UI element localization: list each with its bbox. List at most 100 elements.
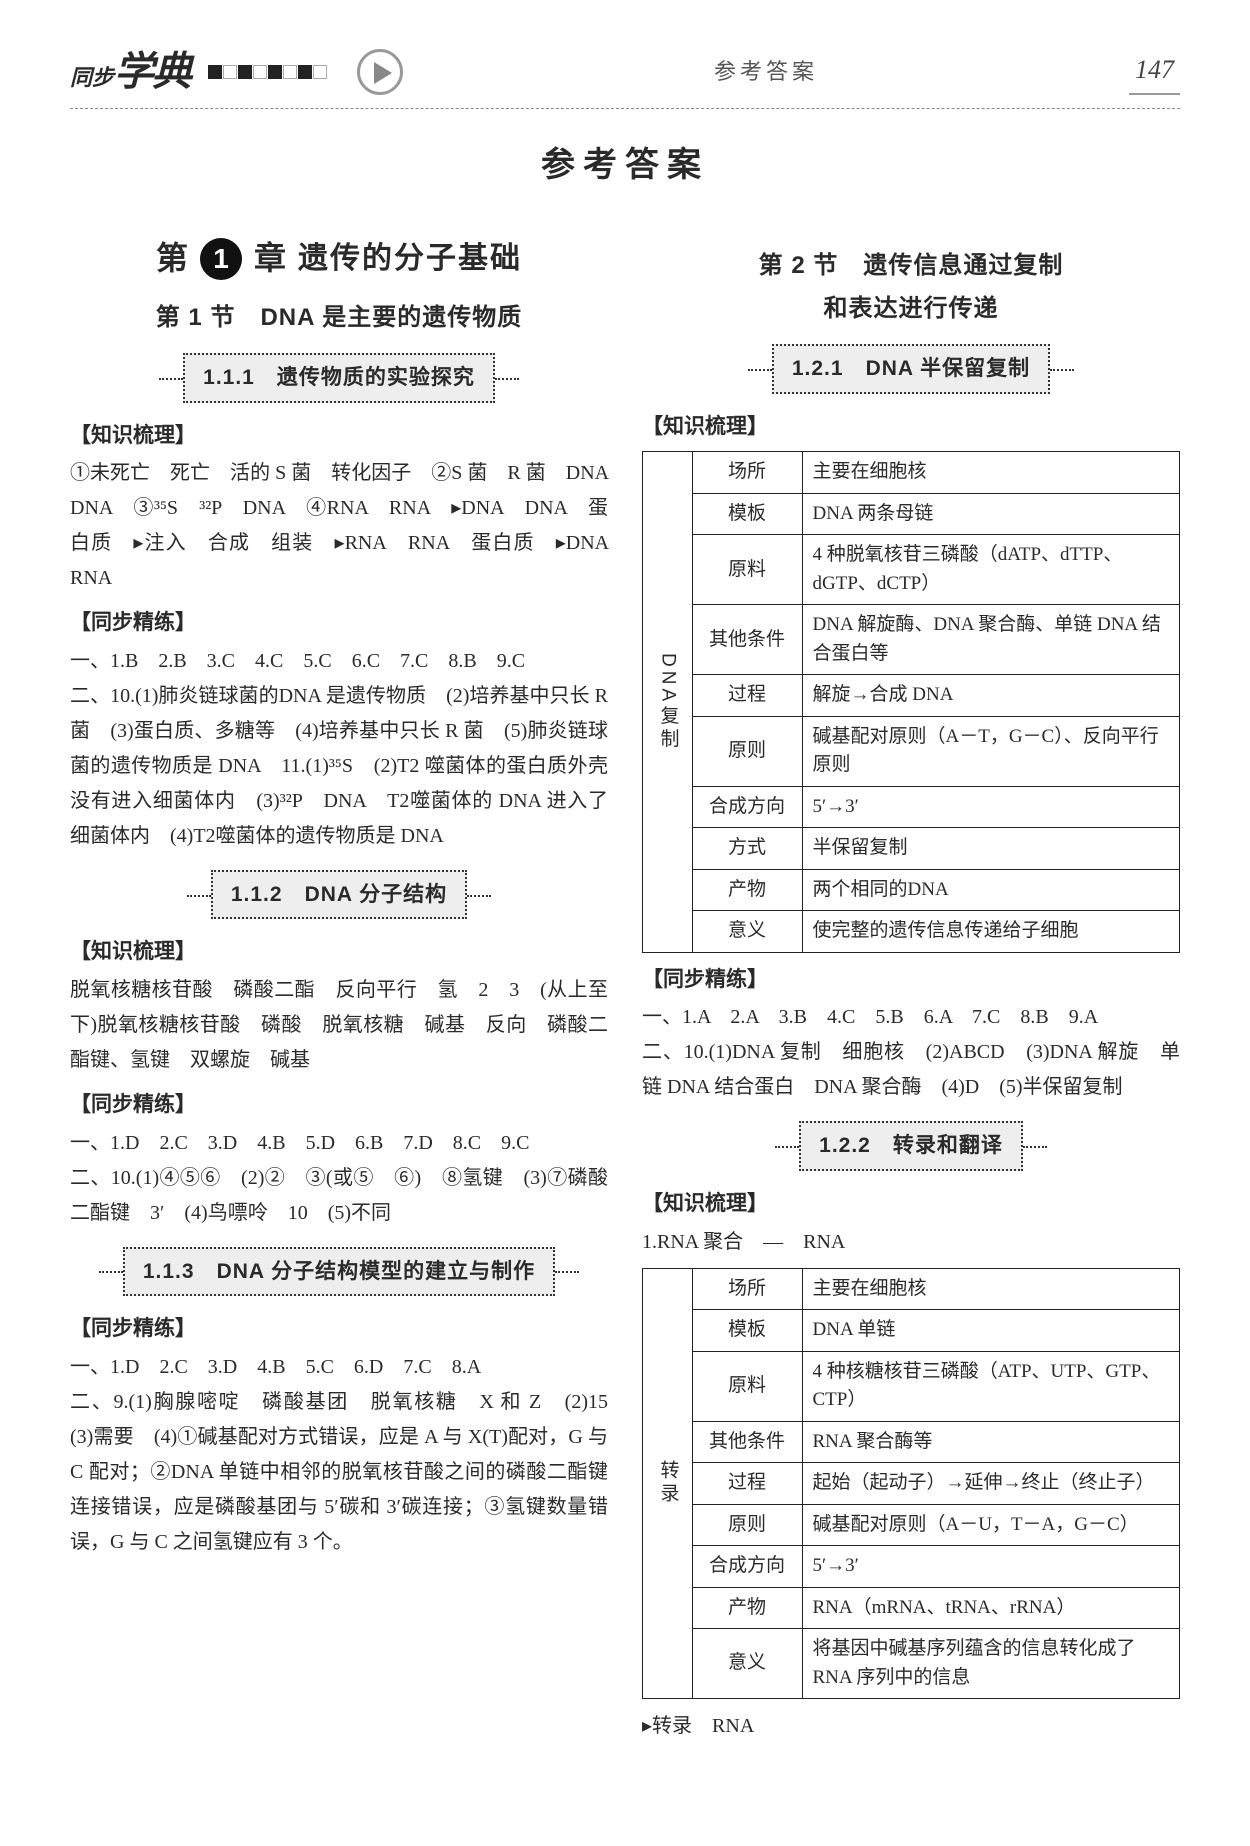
table-value: 5′→3′ [802,786,1180,828]
label-practice-3: 同步精练 [70,1312,608,1346]
label-knowledge-r1: 知识梳理 [642,410,1180,444]
table-key: 其他条件 [692,1421,802,1463]
table-row: 原料4 种脱氧核苷三磷酸（dATP、dTTP、dGTP、dCTP） [643,535,1180,605]
table-key: 过程 [692,1463,802,1505]
chapter-number-badge: 1 [200,238,242,280]
table-row: 其他条件DNA 解旋酶、DNA 聚合酶、单链 DNA 结合蛋白等 [643,605,1180,675]
label-practice-r1: 同步精练 [642,963,1180,997]
logo-main: 学典 [114,40,190,104]
table-row: 意义将基因中碱基序列蕴含的信息转化成了 RNA 序列中的信息 [643,1629,1180,1699]
table-key: 其他条件 [692,605,802,675]
table-value: 主要在细胞核 [802,1268,1180,1310]
foot-note: ▸转录 RNA [642,1709,1180,1744]
table-row: 合成方向5′→3′ [643,786,1180,828]
right-column: 第 2 节 遗传信息通过复制 和表达进行传递 1.2.1 DNA 半保留复制 知… [642,233,1180,1744]
table-transcription: 转录场所主要在细胞核模板DNA 单链原料4 种核糖核苷三磷酸（ATP、UTP、G… [642,1268,1180,1700]
logo: 同步 学典 [70,40,190,104]
table-row: 转录场所主要在细胞核 [643,1268,1180,1310]
table-row: 模板DNA 两条母链 [643,493,1180,535]
answers-112b: 二、10.(1)④⑤⑥ (2)② ③(或⑤ ⑥) ⑧氢键 (3)⑦磷酸二酯键 3… [70,1161,608,1231]
label-knowledge: 知识梳理 [70,419,608,453]
table-key: 合成方向 [692,786,802,828]
page-header: 同步 学典 参考答案 147 [70,40,1180,109]
table-key: 模板 [692,493,802,535]
table-row: 原则碱基配对原则（A－T，G－C）、反向平行原则 [643,716,1180,786]
table-row: 其他条件RNA 聚合酶等 [643,1421,1180,1463]
table-row: 过程解旋→合成 DNA [643,675,1180,717]
table-value: 解旋→合成 DNA [802,675,1180,717]
table-row: 模板DNA 单链 [643,1310,1180,1352]
answers-121a: 一、1.A 2.A 3.B 4.C 5.B 6.A 7.C 8.B 9.A [642,1000,1180,1035]
checker-decoration [208,65,327,79]
table-value: 使完整的遗传信息传递给子细胞 [802,911,1180,953]
table-row: 原料4 种核糖核苷三磷酸（ATP、UTP、GTP、CTP） [643,1351,1180,1421]
table-key: 方式 [692,828,802,870]
table-value: 将基因中碱基序列蕴含的信息转化成了 RNA 序列中的信息 [802,1629,1180,1699]
table-key: 模板 [692,1310,802,1352]
table-value: 4 种核糖核苷三磷酸（ATP、UTP、GTP、CTP） [802,1351,1180,1421]
table-key: 场所 [692,1268,802,1310]
table-row: DNA复制场所主要在细胞核 [643,452,1180,494]
chapter-heading: 第 1 章 遗传的分子基础 [70,233,608,284]
knowledge-111: ①未死亡 死亡 活的 S 菌 转化因子 ②S 菌 R 菌 DNA DNA ③³⁵… [70,456,608,596]
table-row: 产物RNA（mRNA、tRNA、rRNA） [643,1587,1180,1629]
sub-111-box: 1.1.1 遗传物质的实验探究 [183,353,495,403]
answers-111a: 一、1.B 2.B 3.C 4.C 5.C 6.C 7.C 8.B 9.C [70,644,608,679]
page-number: 147 [1129,49,1180,95]
table-value: 两个相同的DNA [802,869,1180,911]
play-icon [357,49,403,95]
table-value: 半保留复制 [802,828,1180,870]
table-row: 产物两个相同的DNA [643,869,1180,911]
chapter-post: 章 [254,233,286,284]
table-value: RNA 聚合酶等 [802,1421,1180,1463]
main-title: 参考答案 [70,139,1180,193]
table-value: 碱基配对原则（A－U，T－A，G－C） [802,1504,1180,1546]
knowledge-112: 脱氧核糖核苷酸 磷酸二酯 反向平行 氢 2 3 (从上至下)脱氧核糖核苷酸 磷酸… [70,973,608,1078]
sub-121-box: 1.2.1 DNA 半保留复制 [772,344,1050,394]
sub-122-box: 1.2.2 转录和翻译 [799,1121,1023,1171]
table-key: 原则 [692,716,802,786]
table-row: 意义使完整的遗传信息传递给子细胞 [643,911,1180,953]
table-value: DNA 单链 [802,1310,1180,1352]
table-dna-replication: DNA复制场所主要在细胞核模板DNA 两条母链原料4 种脱氧核苷三磷酸（dATP… [642,451,1180,953]
page: 同步 学典 参考答案 147 参考答案 第 1 章 遗传的分子基础 第 1 节 … [0,0,1250,1794]
chapter-title: 遗传的分子基础 [298,235,522,283]
left-column: 第 1 章 遗传的分子基础 第 1 节 DNA 是主要的遗传物质 1.1.1 遗… [70,233,608,1744]
table-row: 合成方向5′→3′ [643,1546,1180,1588]
table-key: 产物 [692,1587,802,1629]
columns: 第 1 章 遗传的分子基础 第 1 节 DNA 是主要的遗传物质 1.1.1 遗… [70,233,1180,1744]
table-value: 主要在细胞核 [802,452,1180,494]
table-key: 意义 [692,1629,802,1699]
table-row: 原则碱基配对原则（A－U，T－A，G－C） [643,1504,1180,1546]
table-value: DNA 解旋酶、DNA 聚合酶、单链 DNA 结合蛋白等 [802,605,1180,675]
table-value: 5′→3′ [802,1546,1180,1588]
table-value: RNA（mRNA、tRNA、rRNA） [802,1587,1180,1629]
answers-113b: 二、9.(1)胸腺嘧啶 磷酸基团 脱氧核糖 X 和 Z (2)15 (3)需要 … [70,1385,608,1560]
table-key: 原则 [692,1504,802,1546]
sub-113-box: 1.1.3 DNA 分子结构模型的建立与制作 [123,1247,555,1297]
table-row: 过程起始（起动子）→延伸→终止（终止子） [643,1463,1180,1505]
label-knowledge-2: 知识梳理 [70,935,608,969]
table-key: 意义 [692,911,802,953]
table-key: 场所 [692,452,802,494]
table-side-label: DNA复制 [643,452,693,953]
section-2-title-b: 和表达进行传递 [642,290,1180,328]
answers-121b: 二、10.(1)DNA 复制 细胞核 (2)ABCD (3)DNA 解旋 单链 … [642,1035,1180,1105]
table-key: 过程 [692,675,802,717]
table-value: 4 种脱氧核苷三磷酸（dATP、dTTP、dGTP、dCTP） [802,535,1180,605]
answers-111b: 二、10.(1)肺炎链球菌的DNA 是遗传物质 (2)培养基中只长 R 菌 (3… [70,679,608,854]
label-practice-2: 同步精练 [70,1088,608,1122]
table-key: 合成方向 [692,1546,802,1588]
knowledge-122: 1.RNA 聚合 — RNA [642,1225,1180,1260]
chapter-pre: 第 [156,233,188,284]
table-key: 原料 [692,535,802,605]
logo-prefix: 同步 [70,60,114,95]
table-row: 方式半保留复制 [643,828,1180,870]
label-practice: 同步精练 [70,606,608,640]
table-side-label: 转录 [643,1268,693,1699]
table-key: 产物 [692,869,802,911]
table-value: 碱基配对原则（A－T，G－C）、反向平行原则 [802,716,1180,786]
table-key: 原料 [692,1351,802,1421]
table-value: DNA 两条母链 [802,493,1180,535]
sub-112-box: 1.1.2 DNA 分子结构 [211,870,467,920]
